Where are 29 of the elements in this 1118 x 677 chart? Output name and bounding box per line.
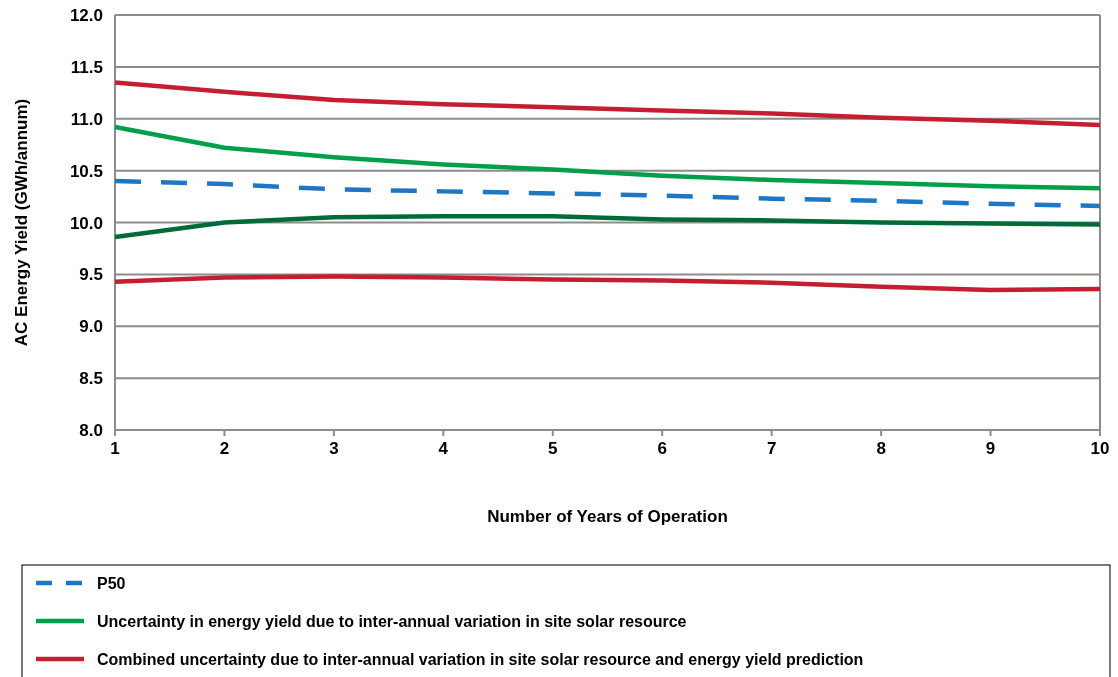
- x-tick-label: 7: [766, 439, 777, 458]
- line-series: [112, 124, 1103, 191]
- y-axis-title: AC Energy Yield (GWh/annum): [12, 98, 31, 347]
- x-tick-label: 10: [1090, 439, 1110, 458]
- y-tick-label: 10.0: [69, 213, 103, 233]
- line-series: [112, 214, 1103, 240]
- line-series: [112, 80, 1103, 128]
- y-tick-label: 9.0: [79, 317, 103, 337]
- line-series: [112, 274, 1103, 293]
- legend-label: Combined uncertainty due to inter-annual variation in site solar resource and energy yield prediction: [97, 651, 864, 668]
- x-tick-label: 8: [876, 439, 886, 458]
- legend-label: Uncertainty in energy yield due to inter-annual variation in site solar resource: [97, 613, 687, 630]
- y-tick-label: 11.5: [70, 57, 103, 77]
- y-tick-label: 11.0: [70, 109, 103, 129]
- x-tick-label: 3: [329, 439, 339, 458]
- x-tick-label: 5: [548, 439, 558, 458]
- x-tick-label: 4: [438, 439, 449, 458]
- legend-label: P50: [97, 575, 126, 592]
- y-tick-label: 10.5: [69, 161, 103, 181]
- y-tick-label: 8.0: [79, 421, 103, 440]
- y-tick-label: 12.0: [69, 6, 103, 25]
- x-tick-label: 1: [110, 439, 120, 458]
- y-tick-label: 9.5: [79, 265, 103, 285]
- x-axis-title: Number of Years of Operation: [487, 507, 728, 526]
- x-tick-label: 9: [985, 439, 996, 458]
- y-tick-label: 8.5: [79, 369, 103, 389]
- x-tick-label: 6: [657, 439, 667, 458]
- x-tick-label: 2: [219, 439, 230, 458]
- line-series: [112, 178, 1103, 209]
